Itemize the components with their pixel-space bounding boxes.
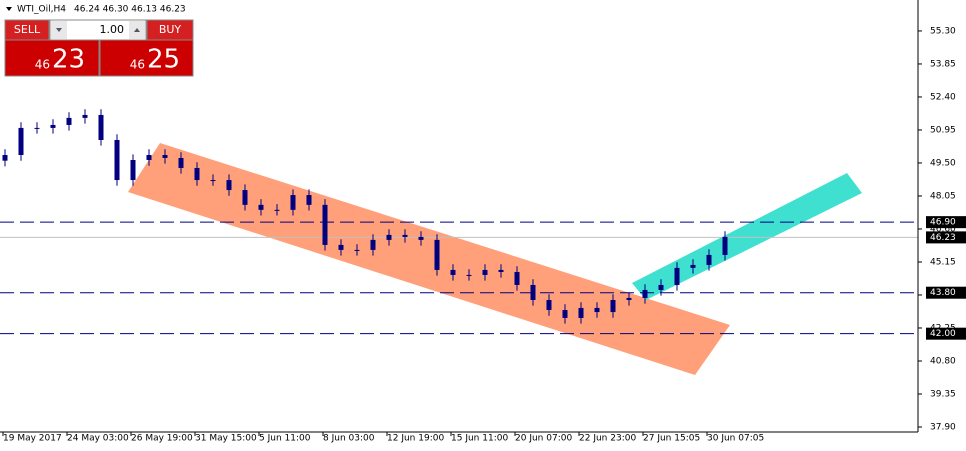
y-tick-label: 46.60 [930, 224, 956, 234]
candle-body [18, 127, 24, 156]
current-price-bg [926, 231, 966, 244]
candle-body [434, 239, 440, 270]
header: WTI_Oil,H4 46.24 46.30 46.13 46.23 [6, 5, 186, 15]
x-tick-label: 30 Jun 07:05 [707, 434, 764, 444]
candle-body [66, 117, 72, 125]
candle-body [82, 114, 88, 118]
candle-body [178, 157, 184, 168]
candle-body [370, 239, 376, 250]
y-tick-label: 48.05 [930, 191, 956, 201]
y-tick-label: 49.50 [930, 158, 956, 168]
x-tick-label: 26 May 19:00 [131, 434, 193, 444]
x-tick-label: 19 May 2017 [3, 434, 62, 444]
arrow-up [134, 28, 140, 32]
level-label-bg [926, 286, 966, 299]
y-tick-label: 40.80 [930, 356, 956, 366]
y-tick-label: 37.90 [930, 422, 956, 432]
x-tick-label: 22 Jun 23:00 [579, 434, 636, 444]
plot [0, 109, 918, 335]
level-label: 46.90 [930, 218, 956, 228]
level-label-bg [926, 216, 966, 229]
x-tick-label: 31 May 15:00 [195, 434, 257, 444]
candle-body [722, 236, 728, 255]
candle-body [674, 267, 680, 285]
x-tick-label: 20 Jun 07:00 [515, 434, 572, 444]
candle-body [2, 155, 8, 161]
x-tick-label: 8 Jun 03:00 [323, 434, 375, 444]
candle-body [450, 269, 456, 275]
candle-body [274, 209, 280, 211]
candle-body [50, 124, 56, 128]
candle-body [498, 269, 504, 272]
candle-body [402, 234, 408, 237]
trade-panel: SELL 1.00 BUY 46 23 46 25 [4, 19, 194, 77]
symbol: WTI_Oil,H4 [17, 5, 66, 15]
candle-body [514, 271, 520, 285]
candle-body [482, 269, 488, 275]
candle-body [258, 204, 264, 210]
x-tick-label: 12 Jun 19:00 [387, 434, 444, 444]
candle-body [194, 167, 200, 181]
candle-body [658, 284, 664, 290]
x-tick-label: 15 Jun 11:00 [451, 434, 508, 444]
candle-body [114, 139, 120, 181]
buy-price[interactable] [99, 39, 194, 77]
candle-body [642, 289, 648, 298]
y-tick-label: 55.30 [930, 26, 956, 36]
arrow-down [56, 28, 62, 32]
candle-body [210, 180, 216, 182]
candle-body [162, 155, 168, 158]
candle-body [530, 284, 536, 300]
current-price-label: 46.23 [930, 233, 956, 243]
candle-body [706, 254, 712, 265]
candle-body [98, 114, 104, 140]
candle-body [226, 180, 232, 191]
candle-body [338, 244, 344, 250]
level-label: 42.00 [930, 329, 956, 339]
candle-body [626, 297, 632, 300]
lot-value: 1.00 [100, 23, 125, 36]
candle-body [146, 155, 152, 161]
sell-price[interactable] [4, 39, 100, 77]
candle-body [562, 310, 568, 318]
buy-big: 46 [130, 58, 145, 72]
candle-body [354, 249, 360, 251]
y-tick-label: 45.15 [930, 257, 956, 267]
candle-body [578, 307, 584, 318]
candle-body [322, 204, 328, 245]
candle-body [34, 127, 40, 129]
candle-body [242, 190, 248, 205]
level-label-bg [926, 327, 966, 340]
candle-body [386, 234, 392, 240]
buy-label: BUY [159, 23, 182, 36]
level-label: 43.80 [930, 288, 956, 298]
sell-big: 46 [35, 58, 50, 72]
candle-body [594, 307, 600, 313]
candle-body [546, 299, 552, 311]
buy-small: 25 [147, 45, 180, 75]
candle-body [466, 274, 472, 276]
y-tick-label: 53.85 [930, 59, 956, 69]
x-tick-label: 24 May 03:00 [67, 434, 129, 444]
candle-body [306, 195, 312, 205]
x-tick-label: 5 Jun 11:00 [259, 434, 311, 444]
y-tick-label: 39.35 [930, 389, 956, 399]
quote: 46.24 46.30 46.13 46.23 [74, 5, 186, 15]
dropdown-icon [6, 7, 12, 11]
candle-body [290, 195, 296, 210]
candle-body [130, 160, 136, 181]
up-channel [632, 173, 862, 300]
candle-body [610, 299, 616, 313]
candle-body [690, 264, 696, 268]
x-tick-label: 27 Jun 15:05 [643, 434, 700, 444]
candle-body [418, 236, 424, 240]
sell-label: SELL [14, 23, 41, 36]
y-tick-label: 50.95 [930, 125, 956, 135]
sell-small: 23 [52, 45, 85, 75]
y-tick-label: 52.40 [930, 92, 956, 102]
